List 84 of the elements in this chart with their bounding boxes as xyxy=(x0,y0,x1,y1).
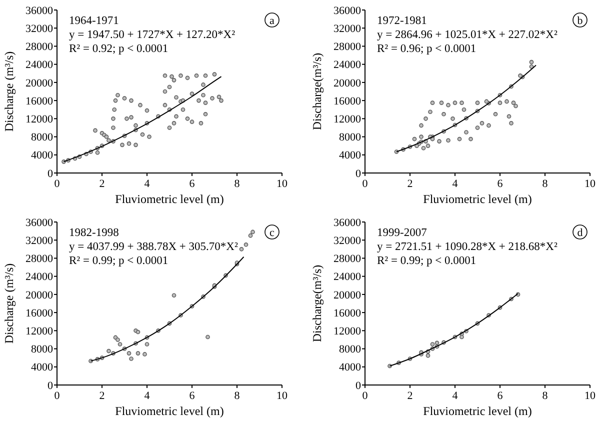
x-tick-label: 10 xyxy=(276,178,288,190)
x-axis-title: Fluviometric level (m) xyxy=(115,192,224,206)
y-tick-label: 36000 xyxy=(334,4,362,17)
annotation: 1999-2007 xyxy=(377,227,428,239)
x-tick-label: 6 xyxy=(497,390,504,402)
annotation: y = 4037.99 + 388.78X + 305.70*X² xyxy=(69,241,238,253)
annotation: R² = 0.92; p < 0.0001 xyxy=(69,43,168,55)
x-tick-label: 8 xyxy=(234,178,240,190)
y-tick-label: 20000 xyxy=(26,77,54,90)
x-tick-label: 6 xyxy=(497,178,504,190)
x-axis-title: Fluviometric level (m) xyxy=(115,404,224,418)
y-axis-title: Discharge(m³/s) xyxy=(310,264,324,342)
x-axis-title: Fluviometric level (m) xyxy=(423,192,532,206)
annotation: y = 1947.50 + 1727*X + 127.20*X² xyxy=(69,29,236,41)
y-tick-label: 24000 xyxy=(334,59,362,72)
annotation: 1964-1971 xyxy=(69,15,120,27)
x-tick-label: 6 xyxy=(189,178,196,190)
y-axis-title: Discharge (m³/s) xyxy=(2,51,16,132)
annotation: c xyxy=(270,226,275,239)
y-tick-label: 20000 xyxy=(334,77,362,90)
y-tick-label: 12000 xyxy=(26,326,54,338)
y-axis-title: Discharge (m³/s) xyxy=(2,263,16,344)
x-tick-label: 10 xyxy=(584,178,596,190)
y-tick-label: 0 xyxy=(356,380,362,392)
y-tick-label: 32000 xyxy=(334,22,362,35)
annotation: R² = 0.96; p < 0.0001 xyxy=(377,43,476,55)
x-tick-label: 4 xyxy=(452,178,458,190)
y-tick-label: 4000 xyxy=(339,150,362,162)
y-tick-label: 20000 xyxy=(26,289,54,302)
annotation: y = 2864.96 + 1025.01*X + 227.02*X² xyxy=(377,29,558,41)
x-tick-label: 4 xyxy=(144,390,150,402)
y-tick-label: 24000 xyxy=(334,271,362,284)
y-tick-label: 24000 xyxy=(26,271,54,284)
x-tick-label: 8 xyxy=(542,178,548,190)
y-tick-label: 28000 xyxy=(334,41,362,54)
y-tick-label: 20000 xyxy=(334,289,362,302)
y-tick-label: 12000 xyxy=(334,114,362,126)
y-tick-label: 16000 xyxy=(334,307,362,320)
y-tick-label: 0 xyxy=(356,168,362,180)
annotation: R² = 0.99; p < 0.0001 xyxy=(69,255,168,267)
y-tick-label: 28000 xyxy=(26,253,54,266)
y-tick-label: 28000 xyxy=(26,41,54,54)
y-tick-label: 28000 xyxy=(334,253,362,266)
annotation: 1982-1998 xyxy=(69,227,120,239)
x-tick-label: 2 xyxy=(99,178,105,190)
y-tick-label: 36000 xyxy=(26,216,54,229)
y-tick-label: 4000 xyxy=(339,362,362,374)
x-tick-label: 2 xyxy=(407,178,413,190)
x-tick-label: 4 xyxy=(144,178,150,190)
y-tick-label: 32000 xyxy=(334,234,362,247)
x-tick-label: 4 xyxy=(452,390,458,402)
y-tick-label: 36000 xyxy=(334,216,362,229)
x-tick-label: 2 xyxy=(99,390,105,402)
y-tick-label: 16000 xyxy=(26,95,54,108)
x-tick-label: 10 xyxy=(276,390,288,402)
annotation: R² = 0.99; p < 0.0001 xyxy=(377,255,476,267)
annotation: b xyxy=(577,14,584,27)
x-tick-label: 6 xyxy=(189,390,196,402)
y-tick-label: 16000 xyxy=(334,95,362,108)
y-tick-label: 36000 xyxy=(26,4,54,17)
y-tick-label: 8000 xyxy=(339,344,362,356)
y-axis-title: Discharge(m³/s) xyxy=(310,52,324,130)
y-tick-label: 32000 xyxy=(26,22,54,35)
annotation: d xyxy=(577,226,584,239)
annotation: y = 2721.51 + 1090.28*X + 218.68*X² xyxy=(377,241,558,253)
y-tick-label: 8000 xyxy=(339,132,362,144)
x-tick-label: 8 xyxy=(234,390,240,402)
y-tick-label: 32000 xyxy=(26,234,54,247)
y-tick-label: 0 xyxy=(48,168,54,180)
y-tick-label: 0 xyxy=(48,380,54,392)
y-tick-label: 12000 xyxy=(26,114,54,126)
y-tick-label: 12000 xyxy=(334,326,362,338)
x-axis-title: Fluviometric level (m) xyxy=(423,404,532,418)
x-tick-label: 10 xyxy=(584,390,596,402)
y-tick-label: 8000 xyxy=(31,344,54,356)
x-tick-label: 2 xyxy=(407,390,413,402)
y-tick-label: 16000 xyxy=(26,307,54,320)
x-tick-label: 8 xyxy=(542,390,548,402)
y-tick-label: 4000 xyxy=(31,362,54,374)
y-tick-label: 4000 xyxy=(31,150,54,162)
annotation: a xyxy=(270,14,275,27)
y-tick-label: 8000 xyxy=(31,132,54,144)
y-tick-label: 24000 xyxy=(26,59,54,72)
annotation: 1972-1981 xyxy=(377,15,428,27)
